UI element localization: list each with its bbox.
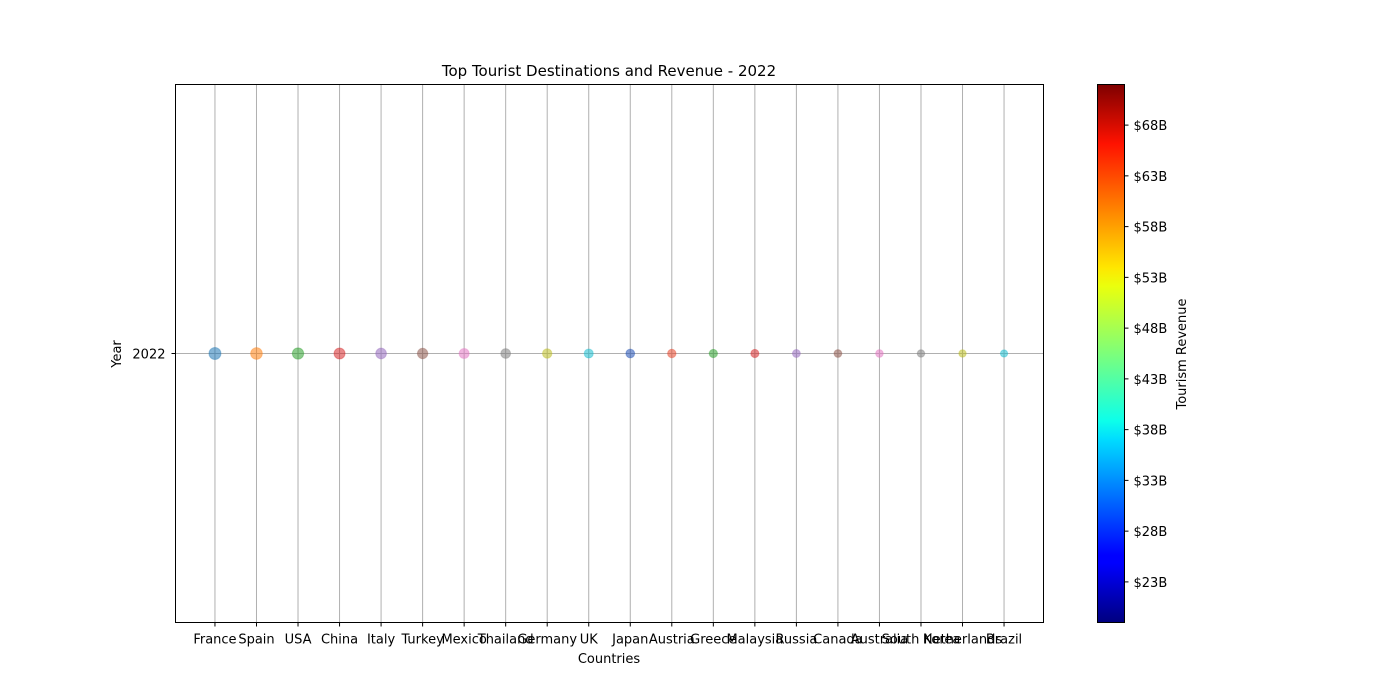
colorbar-tick-label: $68B [1134, 119, 1168, 134]
x-tick-label: Italy [367, 633, 396, 648]
x-tick-label: Germany [517, 633, 577, 648]
gridlines [175, 84, 1044, 623]
colorbar-tick-label: $63B [1134, 170, 1168, 185]
x-axis-label: Countries [578, 652, 641, 667]
data-point [291, 347, 305, 360]
plot-area: France Spain USA China Italy TurkeyMexicoThai… [132, 84, 1044, 648]
colorbar: $23B $28B $33B $38B $43B $48B $53B $58B $63B $68B… [1097, 84, 1190, 623]
x-tick-label: UK [580, 633, 599, 648]
x-tick-label: Greece [690, 633, 736, 648]
data-point [791, 349, 801, 358]
data-point [999, 349, 1009, 358]
data-point [250, 347, 263, 360]
data-point [750, 348, 760, 359]
data-point [625, 348, 636, 359]
x-tick-label: Russia [775, 633, 817, 648]
chart-title: Top Tourist Destinations and Revenue - 2… [441, 62, 776, 80]
x-tick-label: France [193, 633, 236, 648]
colorbar-ticks: $23B $28B $33B $38B $43B $48B $53B $58B $63B $68B [1124, 119, 1168, 591]
colorbar-tick-label: $53B [1134, 271, 1168, 286]
x-tick-label: Malaysia [726, 633, 783, 648]
x-tick-label: Brazil [986, 633, 1022, 648]
data-point [708, 348, 718, 359]
colorbar-label: Tourism Revenue [1175, 298, 1190, 410]
x-tick-label: China [321, 633, 358, 648]
colorbar-gradient [1097, 84, 1125, 623]
data-point [416, 347, 429, 360]
x-tick-label: Netherlands [923, 633, 1002, 648]
data-point [583, 348, 594, 359]
x-tick-label: Mexico [441, 633, 486, 648]
colorbar-tick-label: $38B [1134, 424, 1168, 439]
data-point [375, 347, 387, 360]
data-point [458, 347, 470, 360]
colorbar-tick-label: $28B [1134, 525, 1168, 540]
data-point [333, 347, 346, 360]
data-point [208, 347, 222, 360]
colorbar-tick-label: $48B [1134, 322, 1168, 337]
x-tick-label: Austria [649, 633, 695, 648]
colorbar-tick-label: $23B [1134, 576, 1168, 591]
x-tick-label: Turkey [400, 633, 444, 648]
data-points [208, 347, 1009, 360]
y-tick-label: 2022 [132, 348, 165, 363]
x-tick-label: South Korea [882, 633, 961, 648]
x-tick-label: USA [285, 633, 312, 648]
y-axis-ticks: 2022 [132, 348, 176, 363]
data-point [667, 348, 677, 359]
data-point [833, 349, 843, 358]
data-point [500, 348, 512, 359]
x-tick-label: Canada [813, 633, 862, 648]
data-point [875, 349, 884, 358]
x-axis-ticks: France Spain USA China Italy TurkeyMexicoThai… [193, 622, 1022, 648]
x-tick-label: Japan [611, 633, 648, 648]
data-point [916, 349, 926, 358]
data-point [958, 349, 967, 358]
y-axis-label: Year [110, 340, 125, 369]
colorbar-tick-label: $58B [1134, 221, 1168, 236]
colorbar-tick-label: $43B [1134, 373, 1168, 388]
colorbar-tick-label: $33B [1134, 474, 1168, 489]
x-tick-label: Australia [851, 633, 909, 648]
data-point [541, 348, 553, 359]
x-tick-label: Spain [238, 633, 274, 648]
x-tick-label: Thailand [477, 633, 534, 648]
